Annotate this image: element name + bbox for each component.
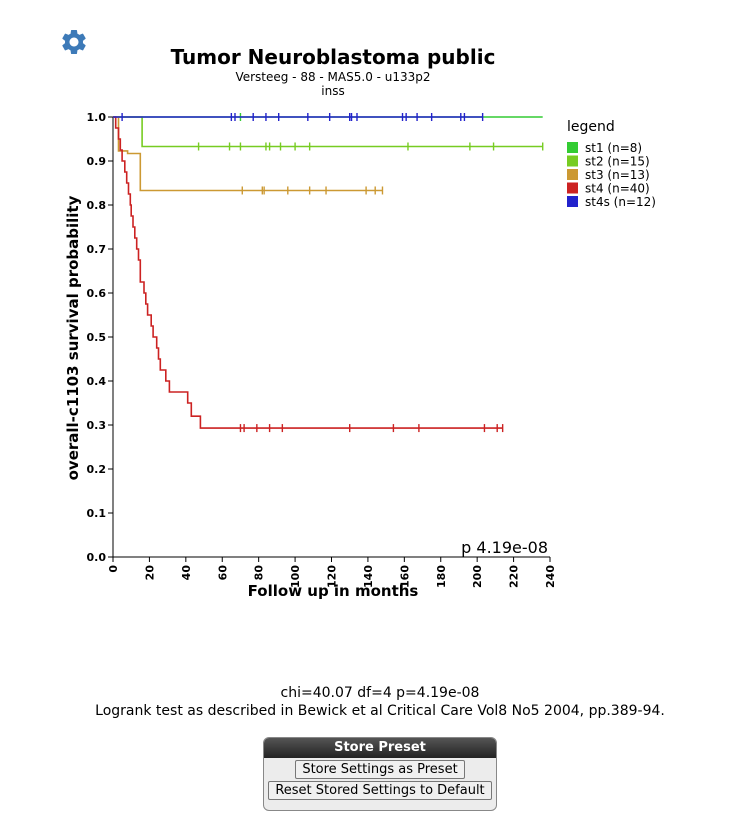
legend-entry: st4s (n=12) [585,195,656,209]
y-tick-label: 0.7 [87,243,107,256]
legend-entry: st1 (n=8) [585,141,642,155]
gear-icon[interactable] [59,27,89,57]
y-tick-label: 1.0 [87,111,107,124]
store-preset-header: Store Preset [264,738,496,758]
x-tick-label: 240 [544,565,557,588]
x-tick-label: 80 [253,565,266,581]
y-tick-label: 0.9 [87,155,107,168]
chart-title: Tumor Neuroblastoma public [171,45,496,69]
legend-swatch [567,169,578,180]
stats-line-2: Logrank test as described in Bewick et a… [95,703,665,719]
x-tick-label: 40 [180,565,193,581]
x-tick-label: 20 [143,565,156,581]
legend-swatch [567,142,578,153]
y-axis-label: overall-c1103 survival probability [64,195,82,480]
legend-swatch [567,182,578,194]
x-tick-label: 60 [216,565,229,581]
x-tick-label: 180 [435,565,448,588]
legend-entry: st4 (n=40) [585,182,650,196]
x-tick-label: 120 [326,565,339,588]
p-value-label: p 4.19e-08 [461,538,548,557]
y-tick-label: 0.8 [87,199,107,212]
survival-curve-2 [113,116,543,148]
gear-icon-glyph [62,29,86,54]
survival-chart: Tumor Neuroblastoma public Versteeg - 88… [64,45,656,600]
x-tick-label: 140 [362,565,375,588]
legend-entry: st2 (n=15) [585,155,650,169]
y-tick-label: 0.4 [87,375,107,388]
curves [113,113,544,433]
chart-subtitle-2: inss [321,84,344,98]
survival-curve-4 [113,116,503,429]
legend-entry: st3 (n=13) [585,168,650,182]
legend-swatch [567,196,578,207]
y-tick-label: 0.6 [87,287,107,300]
store-preset-panel: Store Preset Store Settings as Preset Re… [263,737,497,811]
y-tick-label: 0.0 [87,551,107,564]
y-tick-label: 0.2 [87,463,107,476]
x-tick-label: 160 [398,565,411,588]
x-tick-label: 0 [107,565,120,573]
y-tick-label: 0.5 [87,331,107,344]
x-tick-label: 100 [289,565,302,588]
axes: 0.0 0.1 0.2 0.3 0.4 0.5 0.6 0.7 0.8 0.9 1.0 0 20 40 60… [87,111,558,588]
chart-subtitle: Versteeg - 88 - MAS5.0 - u133p2 [235,70,430,84]
y-tick-label: 0.3 [87,419,107,432]
x-axis-label: Follow up in months [248,582,419,600]
reset-settings-button[interactable]: Reset Stored Settings to Default [268,781,492,800]
store-settings-button[interactable]: Store Settings as Preset [295,760,465,779]
survival-curve-3 [113,116,383,192]
legend-swatch [567,155,578,167]
y-tick-label: 0.1 [87,507,107,520]
logrank-stats: chi=40.07 df=4 p=4.19e-08 Logrank test a… [0,684,750,720]
stats-line-1: chi=40.07 df=4 p=4.19e-08 [280,685,480,701]
legend: legend st1 (n=8)st2 (n=15)st3 (n=13)st4 … [567,119,656,209]
legend-title: legend [567,119,615,135]
x-tick-label: 220 [508,565,521,588]
x-tick-label: 200 [471,565,484,588]
